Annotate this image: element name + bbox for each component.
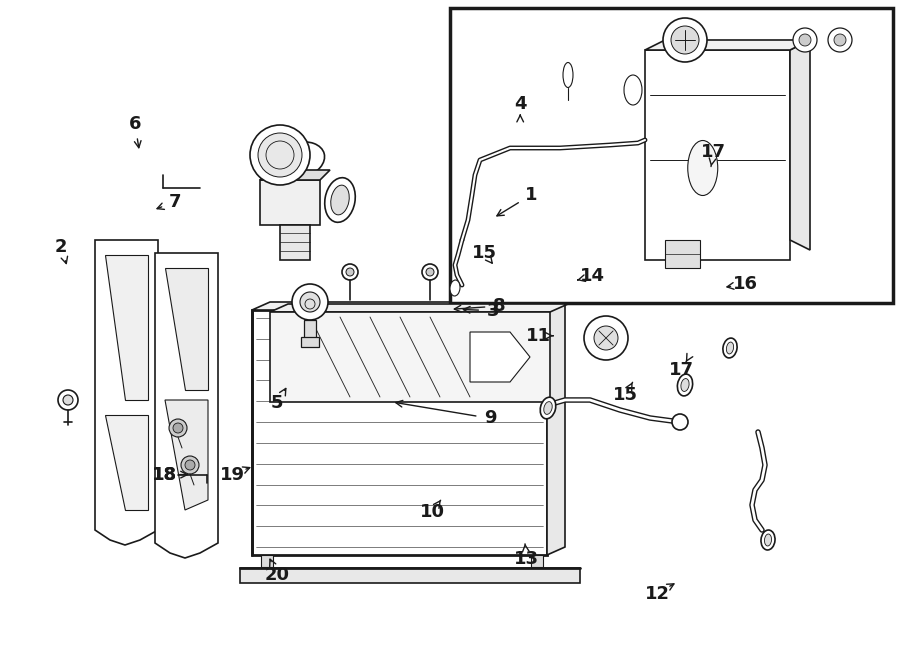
Polygon shape [261,555,273,567]
Text: 14: 14 [580,267,605,286]
Polygon shape [470,332,530,382]
Circle shape [834,34,846,46]
Text: 7: 7 [169,192,182,211]
Ellipse shape [325,178,356,222]
Text: 19: 19 [220,465,245,484]
Circle shape [799,34,811,46]
Ellipse shape [624,75,642,105]
Polygon shape [280,225,310,260]
Polygon shape [645,40,810,50]
Ellipse shape [331,185,349,215]
Bar [665,240,700,268]
Circle shape [173,423,183,433]
Ellipse shape [450,280,460,296]
Text: 5: 5 [271,394,284,412]
Polygon shape [165,268,208,390]
Polygon shape [105,255,148,400]
Bar [301,337,319,347]
Polygon shape [260,180,320,225]
Ellipse shape [688,141,718,196]
Polygon shape [547,302,565,555]
Text: 17: 17 [669,361,694,379]
Text: 8: 8 [493,297,506,315]
Text: 6: 6 [129,115,141,134]
Polygon shape [155,253,218,558]
Text: 2: 2 [55,237,68,256]
Text: 16: 16 [733,275,758,293]
Text: 15: 15 [613,386,638,405]
Circle shape [258,133,302,177]
Circle shape [793,28,817,52]
Bar [450,8,893,303]
Polygon shape [270,312,550,402]
Ellipse shape [544,402,553,414]
Circle shape [63,395,73,405]
Text: 13: 13 [514,549,539,568]
Circle shape [58,390,78,410]
Circle shape [342,264,358,280]
Text: 12: 12 [644,584,670,603]
Text: 1: 1 [525,186,537,204]
Circle shape [584,316,628,360]
Text: 17: 17 [701,143,726,161]
Ellipse shape [275,142,325,178]
Polygon shape [260,170,330,180]
Polygon shape [105,415,148,510]
Text: 18: 18 [152,465,177,484]
Text: 15: 15 [472,244,497,262]
Ellipse shape [761,530,775,550]
Text: 20: 20 [265,566,290,584]
Ellipse shape [764,534,771,546]
Text: 4: 4 [514,95,526,113]
Text: 10: 10 [419,503,445,522]
Bar [304,320,316,340]
Ellipse shape [540,397,556,419]
Ellipse shape [563,63,573,87]
Circle shape [828,28,852,52]
Circle shape [250,125,310,185]
Circle shape [663,18,707,62]
Circle shape [672,414,688,430]
Polygon shape [252,302,565,310]
Text: 3: 3 [487,301,500,320]
Text: 11: 11 [526,327,551,345]
Polygon shape [790,40,810,250]
Polygon shape [165,400,208,510]
Ellipse shape [723,338,737,358]
Text: 18: 18 [152,465,177,484]
Ellipse shape [678,374,693,396]
Circle shape [671,26,699,54]
Text: 9: 9 [484,409,497,428]
Polygon shape [270,304,568,312]
Bar [252,310,547,555]
Circle shape [169,419,187,437]
Circle shape [300,292,320,312]
Ellipse shape [681,379,689,391]
Polygon shape [95,240,158,545]
Bar [645,50,790,260]
Polygon shape [531,555,543,567]
Ellipse shape [541,398,555,418]
Circle shape [346,268,354,276]
Circle shape [422,264,438,280]
Bar [240,568,580,583]
Circle shape [185,460,195,470]
Circle shape [292,284,328,320]
Circle shape [181,456,199,474]
Circle shape [426,268,434,276]
Ellipse shape [726,342,734,354]
Circle shape [594,326,618,350]
